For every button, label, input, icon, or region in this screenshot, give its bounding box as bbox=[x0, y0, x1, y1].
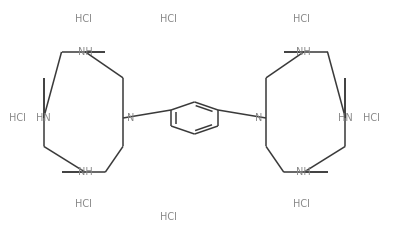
Text: HCl: HCl bbox=[75, 199, 92, 209]
Text: NH: NH bbox=[78, 167, 93, 177]
Text: HCl: HCl bbox=[160, 212, 177, 222]
Text: HCl: HCl bbox=[160, 14, 177, 24]
Text: NH: NH bbox=[296, 167, 311, 177]
Text: HCl: HCl bbox=[10, 113, 26, 123]
Text: HCl: HCl bbox=[75, 14, 92, 24]
Text: HCl: HCl bbox=[363, 113, 380, 123]
Text: NH: NH bbox=[78, 47, 93, 57]
Text: HN: HN bbox=[36, 113, 51, 123]
Text: HN: HN bbox=[338, 113, 353, 123]
Text: HCl: HCl bbox=[293, 14, 310, 24]
Text: HCl: HCl bbox=[293, 199, 310, 209]
Text: N: N bbox=[127, 113, 134, 123]
Text: N: N bbox=[255, 113, 262, 123]
Text: NH: NH bbox=[296, 47, 311, 57]
